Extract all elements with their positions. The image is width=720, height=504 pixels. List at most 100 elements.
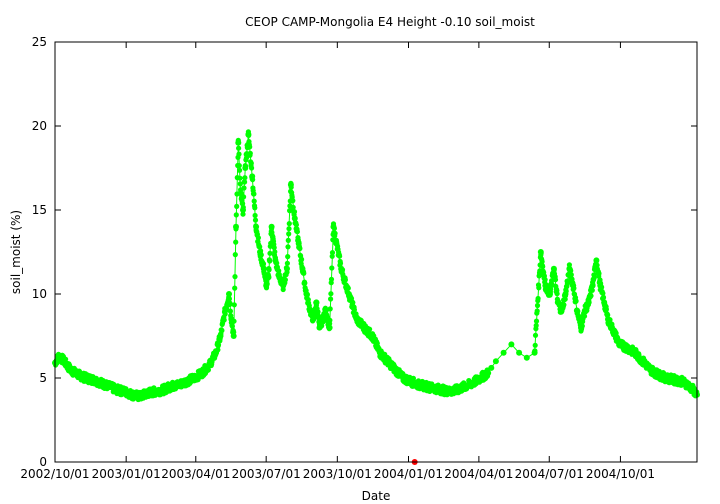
data-point <box>485 370 492 376</box>
data-point <box>257 249 263 255</box>
data-point <box>589 282 596 289</box>
series-point <box>257 244 263 250</box>
data-point <box>612 333 619 339</box>
data-point <box>566 265 573 272</box>
series-point <box>568 272 574 278</box>
series-point <box>285 254 291 260</box>
data-point <box>310 316 317 323</box>
data-point <box>106 383 113 390</box>
series-point <box>252 217 259 223</box>
series-point <box>535 295 541 302</box>
data-point <box>322 307 329 314</box>
data-point <box>272 257 279 264</box>
data-point <box>183 378 190 385</box>
data-point <box>330 223 337 230</box>
data-point <box>550 265 557 272</box>
data-point <box>500 349 507 356</box>
series-point <box>233 212 239 218</box>
series-point <box>290 204 296 210</box>
data-point <box>537 249 544 255</box>
data-point <box>230 333 237 339</box>
series-point <box>328 296 334 302</box>
series-point <box>267 250 273 256</box>
series-soil_moist <box>52 129 700 403</box>
data-point <box>338 265 345 272</box>
series-point <box>332 230 338 236</box>
series-point <box>255 235 261 241</box>
x-axis-label: Date <box>362 489 391 503</box>
series-point <box>605 312 611 318</box>
data-point <box>121 388 128 395</box>
series-point <box>234 203 240 209</box>
data-point <box>276 274 283 281</box>
data-point <box>82 375 89 381</box>
data-point <box>369 333 376 339</box>
series-point <box>291 209 298 215</box>
series-point <box>594 262 600 268</box>
series-point <box>573 298 579 304</box>
series-point <box>227 300 233 306</box>
data-point <box>280 282 287 289</box>
data-point <box>431 385 437 392</box>
data-point <box>392 366 399 373</box>
series-point <box>561 302 567 308</box>
series-point <box>252 205 258 211</box>
series-point <box>345 285 351 291</box>
chart-title: CEOP CAMP-Mongolia E4 Height -0.10 soil_… <box>245 15 535 29</box>
x-tick-label: 2004/10/01 <box>586 467 655 481</box>
series-point <box>532 332 539 338</box>
series-point <box>231 302 237 308</box>
series-point <box>247 144 253 150</box>
series-point <box>297 245 303 252</box>
data-point <box>384 358 391 365</box>
data-point <box>265 274 272 281</box>
data-point <box>67 366 74 373</box>
series-point <box>596 270 602 277</box>
series-point <box>249 165 255 171</box>
data-point <box>287 181 294 188</box>
series-point <box>328 291 334 297</box>
series-point <box>267 258 273 264</box>
data-point <box>90 376 97 383</box>
data-point <box>601 299 608 306</box>
series-point <box>237 175 243 181</box>
series-point <box>285 237 291 243</box>
data-point <box>235 139 242 146</box>
plot-series <box>52 129 700 465</box>
y-tick-label: 0 <box>39 455 47 469</box>
series-point <box>286 226 292 232</box>
series-point <box>251 191 257 197</box>
data-point <box>233 223 239 230</box>
data-point <box>113 386 120 393</box>
series-point <box>233 239 239 245</box>
data-point <box>415 381 422 388</box>
data-point <box>75 371 82 378</box>
series-point <box>221 317 227 323</box>
series-point <box>581 313 588 319</box>
data-point <box>59 356 66 363</box>
x-tick-label: 2003/07/01 <box>232 467 301 481</box>
series-point <box>252 212 258 219</box>
data-point <box>578 324 584 331</box>
data-point <box>245 131 252 138</box>
y-axis-label: soil_moist (%) <box>9 210 23 294</box>
series-point <box>237 167 243 173</box>
data-point <box>562 291 569 297</box>
data-point <box>547 291 553 297</box>
data-point <box>438 386 445 393</box>
data-point <box>253 223 260 230</box>
series-point <box>286 231 292 237</box>
series-point <box>242 175 248 181</box>
series-point <box>327 306 333 312</box>
data-point <box>129 391 136 398</box>
series-point <box>226 296 232 302</box>
data-point <box>361 324 368 331</box>
data-point <box>295 240 302 247</box>
series-point <box>229 323 235 329</box>
data-point <box>307 307 314 314</box>
data-point <box>152 388 159 395</box>
series-point <box>272 249 278 255</box>
series-point <box>337 253 343 259</box>
